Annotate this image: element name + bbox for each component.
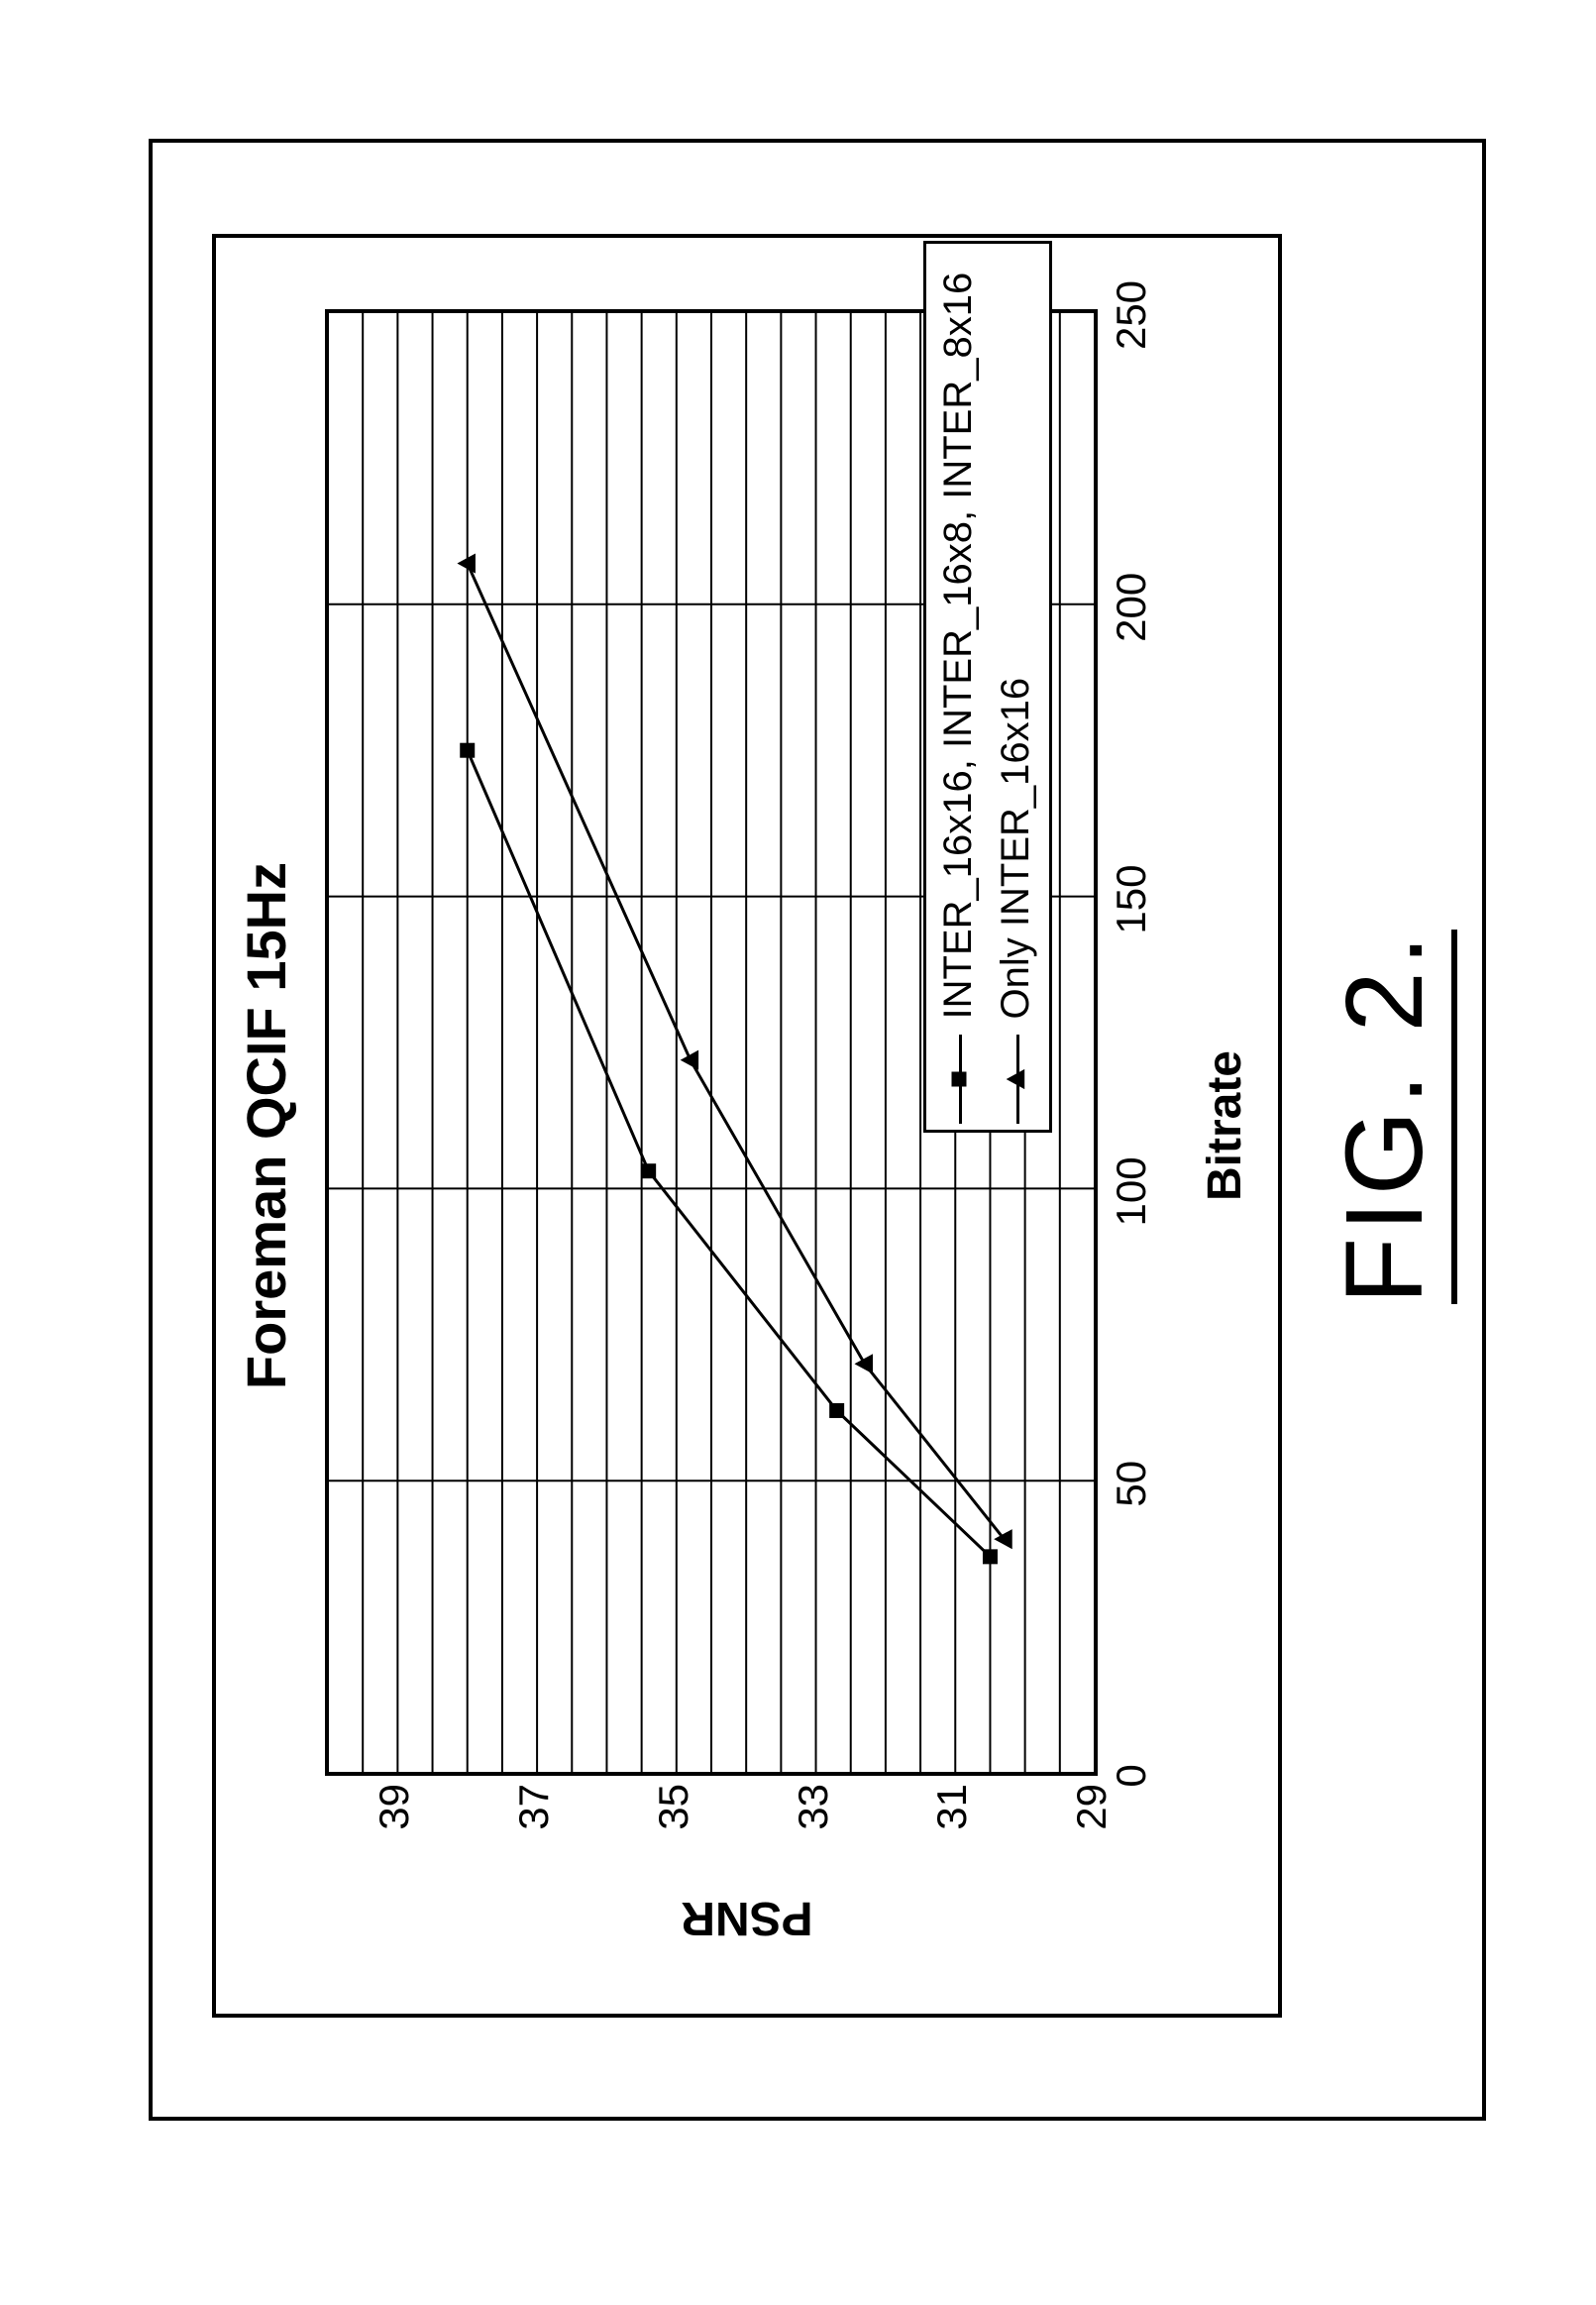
rotated-figure-wrap: Foreman QCIF 15Hz PSNR Bitrate 29 31 33 35 3…: [149, 139, 1486, 2121]
page: Foreman QCIF 15Hz PSNR Bitrate 29 31 33 35 3…: [0, 0, 1596, 2305]
chart-title: Foreman QCIF 15Hz: [234, 238, 298, 2014]
y-tick-label: 31: [928, 1784, 976, 1883]
x-axis-label: Bitrate: [1198, 238, 1252, 2014]
x-tick-label: 200: [1108, 573, 1155, 642]
x-tick-label: 100: [1108, 1156, 1155, 1226]
legend: INTER_16x16, INTER_16x8, INTER_8x16 Only …: [923, 241, 1052, 1133]
y-tick-label: 39: [371, 1784, 418, 1883]
x-tick-label: 0: [1108, 1764, 1155, 1787]
legend-label: Only INTER_16x16: [994, 678, 1038, 1020]
y-tick-label: 37: [510, 1784, 558, 1883]
x-tick-label: 250: [1108, 280, 1155, 350]
legend-swatch: [939, 1035, 979, 1124]
y-tick-label: 29: [1068, 1784, 1116, 1883]
chart-panel: Foreman QCIF 15Hz PSNR Bitrate 29 31 33 35 3…: [212, 234, 1282, 2018]
figure-caption: FIG. 2.: [1322, 930, 1457, 1304]
figure-outer-border: Foreman QCIF 15Hz PSNR Bitrate 29 31 33 35 3…: [149, 139, 1486, 2121]
x-tick-label: 150: [1108, 865, 1155, 934]
legend-row: Only INTER_16x16: [988, 250, 1045, 1124]
legend-row: INTER_16x16, INTER_16x8, INTER_8x16: [930, 250, 988, 1124]
legend-label: INTER_16x16, INTER_16x8, INTER_8x16: [936, 273, 981, 1020]
legend-swatch: [997, 1035, 1036, 1124]
y-tick-label: 35: [650, 1784, 697, 1883]
y-tick-label: 33: [790, 1784, 837, 1883]
y-axis-label: PSNR: [681, 1891, 812, 1945]
x-tick-label: 50: [1108, 1461, 1155, 1507]
series-0: [461, 743, 998, 1564]
